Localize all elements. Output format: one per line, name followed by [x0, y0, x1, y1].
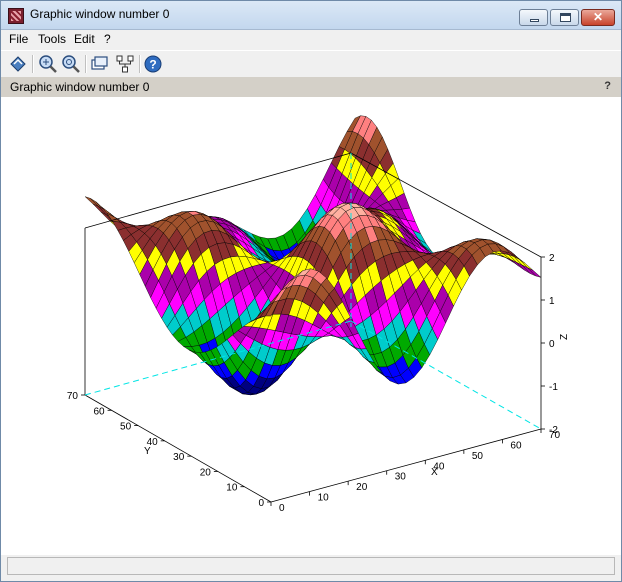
y-tick-label: 0	[258, 498, 264, 509]
bounding-box	[84, 152, 542, 503]
y-tick-label: 30	[173, 452, 185, 463]
z-tick-label: 1	[549, 296, 555, 307]
minimize-button[interactable]	[519, 9, 548, 26]
svg-text:?: ?	[149, 58, 156, 72]
x-tick-label: 20	[356, 482, 368, 493]
menu-file[interactable]: File	[9, 32, 29, 46]
menu-bar: File Tools Edit ?	[1, 30, 621, 49]
y-tick-label: 50	[120, 422, 132, 433]
z-tick-label: -2	[549, 425, 558, 436]
scilab-icon	[8, 8, 24, 24]
close-button[interactable]	[581, 9, 615, 26]
help-icon[interactable]: ?	[143, 54, 163, 74]
x-tick-label: 60	[510, 440, 522, 451]
surface-mesh	[84, 115, 542, 396]
surface-facet	[527, 267, 542, 278]
z-tick-label: -1	[549, 382, 558, 393]
z-tick-label: 2	[549, 253, 555, 264]
surface-facet	[84, 196, 99, 207]
x-axis-label: X	[431, 467, 438, 478]
y-tick-label: 60	[93, 406, 105, 417]
editor-icon[interactable]	[115, 54, 135, 74]
info-bar: Graphic window number 0 ?	[1, 77, 621, 97]
title-bar[interactable]: Graphic window number 0	[1, 1, 621, 30]
menu-tools[interactable]: Tools	[38, 32, 67, 46]
y-axis-label: Y	[144, 446, 151, 457]
toolbar-separator	[139, 55, 141, 73]
y-tick-label: 20	[200, 467, 212, 478]
box-edge	[84, 152, 352, 229]
hidden-edge	[84, 320, 352, 396]
box-edge	[350, 152, 542, 258]
x-tick-label: 0	[279, 503, 285, 514]
x-axis-line	[270, 428, 542, 503]
y-axis-line	[84, 394, 272, 503]
rotate-icon[interactable]	[8, 54, 28, 74]
zoom-icon[interactable]	[38, 54, 58, 74]
status-bar	[7, 557, 615, 575]
hidden-edge	[350, 320, 542, 430]
toolbar-separator	[32, 55, 34, 73]
window-title: Graphic window number 0	[30, 7, 170, 21]
x-tick-label: 50	[472, 451, 484, 462]
plot-canvas[interactable]: 0 10 20 30 40 50 60 70 0 10 20 30 40 50 60 70 -2 -1 0 1 2 X …	[1, 97, 621, 555]
x-tick-label: 30	[395, 472, 407, 483]
z-axis-label: Z	[559, 334, 570, 340]
toolbar: ?	[1, 50, 621, 78]
y-tick-label: 70	[67, 391, 79, 402]
datatip-icon[interactable]	[90, 54, 110, 74]
info-bar-label: Graphic window number 0	[10, 80, 150, 94]
info-help-button[interactable]: ?	[604, 80, 611, 92]
x-tick-label: 70	[549, 430, 561, 441]
unzoom-icon[interactable]	[61, 54, 81, 74]
y-tick-label: 40	[147, 437, 159, 448]
menu-help[interactable]: ?	[104, 32, 111, 46]
z-tick-label: 0	[549, 339, 555, 350]
menu-edit[interactable]: Edit	[74, 32, 95, 46]
x-tick-label: 40	[433, 461, 445, 472]
x-tick-label: 10	[318, 493, 330, 504]
toolbar-separator	[85, 55, 87, 73]
maximize-button[interactable]	[550, 9, 579, 26]
y-tick-label: 10	[226, 483, 238, 494]
